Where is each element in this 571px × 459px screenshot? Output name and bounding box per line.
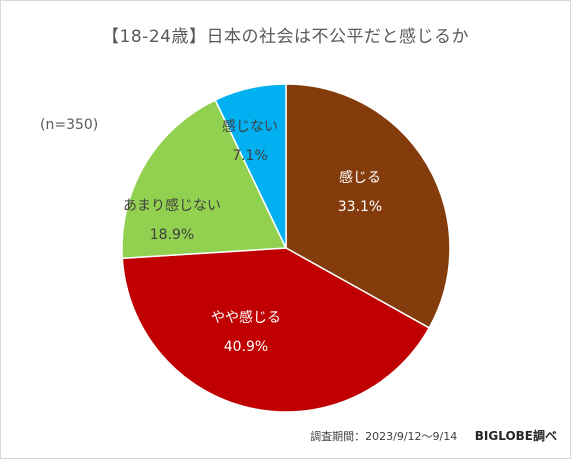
sample-size-note: (n=350) [40,117,99,133]
pie-slice-1 [285,83,451,329]
survey-period: 調査期間：2023/9/12～9/14 [310,430,458,443]
slice-category-label: 感じる [339,169,381,186]
chart-footer: 調査期間：2023/9/12～9/14 BIGLOBE調べ [310,427,557,444]
slice-value-label: 33.1% [338,199,382,215]
slice-value-label: 7.1% [232,148,268,164]
pie-slice-2 [121,247,431,413]
pie-slice-4 [214,83,287,249]
slice-category-label: あまり感じない [123,197,221,214]
pie-slice-3 [121,99,288,260]
slice-category-label: やや感じる [211,309,281,326]
slice-value-label: 40.9% [224,339,268,355]
source-credit: BIGLOBE調べ [474,429,557,443]
chart-title: 【18-24歳】日本の社会は不公平だと感じるか [102,27,469,47]
slice-category-label: 感じない [222,118,278,135]
slice-value-label: 18.9% [150,227,194,243]
